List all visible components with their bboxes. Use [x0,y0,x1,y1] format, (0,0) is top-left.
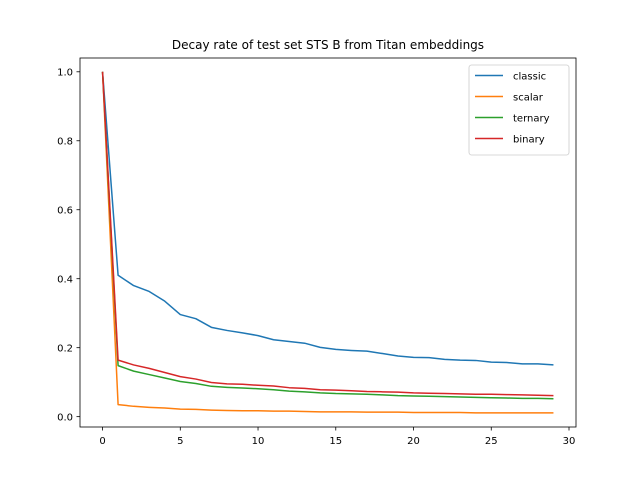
plot-lines [101,71,554,414]
legend-label-classic: classic [513,72,546,83]
series-line-binary [101,71,554,397]
y-axis: 0.0 0.2 0.4 0.6 0.8 1.0 [57,67,80,423]
y-tick-label: 0.8 [57,136,73,147]
legend: classic scalar ternary binary [468,64,570,156]
x-tick-label: 10 [252,436,265,447]
x-tick-label: 0 [99,436,105,447]
series-line-classic [101,71,554,366]
legend-box [468,64,570,156]
chart-title: Decay rate of test set STS B from Titan … [172,38,484,52]
x-tick-label: 15 [329,436,342,447]
legend-label-binary: binary [513,135,545,146]
y-tick-label: 0.2 [57,343,73,354]
legend-label-ternary: ternary [513,114,550,125]
series-line-ternary [101,71,554,400]
y-tick-label: 0.6 [57,205,73,216]
x-tick-label: 5 [177,436,183,447]
x-tick-label: 25 [485,436,498,447]
y-tick-label: 1.0 [57,67,73,78]
x-tick-label: 30 [563,436,576,447]
x-axis: 0 5 10 15 20 25 30 [99,427,575,447]
x-tick-label: 20 [407,436,420,447]
y-tick-label: 0.4 [57,274,73,285]
legend-label-scalar: scalar [513,93,544,104]
plot-frame [79,57,577,428]
y-tick-label: 0.0 [57,412,73,423]
series-line-scalar [101,71,554,414]
